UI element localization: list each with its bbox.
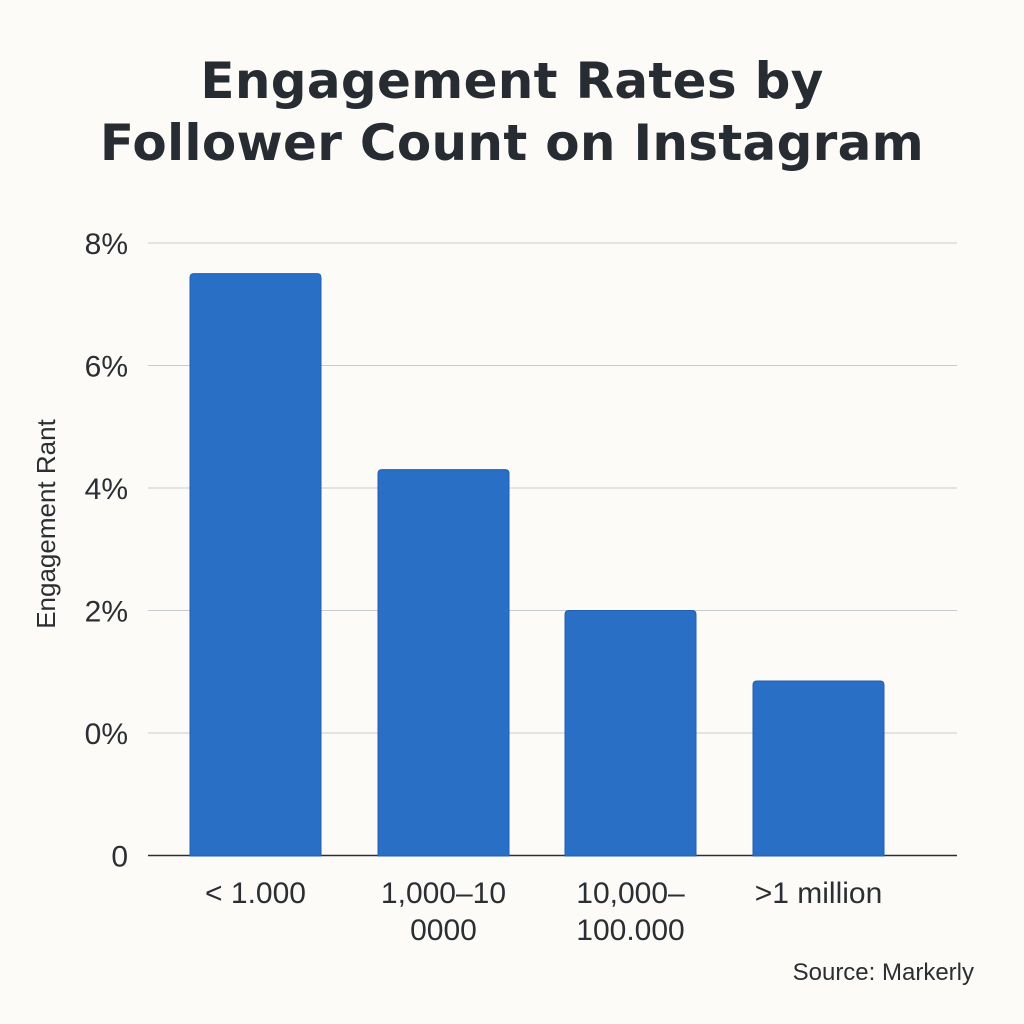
y-tick-label: 6% bbox=[85, 351, 128, 384]
x-tick-label: < 1.000 bbox=[205, 877, 306, 910]
x-tick-label-line: < 1.000 bbox=[205, 877, 306, 910]
chart-title-line-1: Engagement Rates by bbox=[200, 52, 824, 110]
x-tick-label-line: 100.000 bbox=[576, 914, 684, 947]
bar bbox=[189, 273, 322, 857]
x-tick-label: 1,000–10 0000 bbox=[381, 877, 506, 947]
y-tick-label: 0% bbox=[85, 718, 128, 751]
y-tick-labels: 8% 6% 4% 2% 0% 0 bbox=[85, 228, 128, 874]
x-tick-label: >1 million bbox=[755, 877, 883, 910]
x-tick-label-line: 1,000–10 bbox=[381, 877, 506, 910]
x-tick-label-line: 0000 bbox=[410, 914, 477, 947]
y-tick-label: 8% bbox=[85, 228, 128, 261]
bar bbox=[564, 610, 697, 857]
bar bbox=[752, 680, 885, 857]
bars bbox=[189, 273, 885, 857]
y-tick-label: 2% bbox=[85, 596, 128, 629]
x-tick-labels: < 1.000 1,000–10 0000 10,000– 100.000 >1 mill… bbox=[205, 877, 882, 947]
chart-title-line-2: Follower Count on Instagram bbox=[99, 114, 925, 172]
y-tick-label: 0 bbox=[111, 841, 128, 874]
y-axis-label: Engagement Rant bbox=[31, 418, 61, 628]
x-tick-label-line: 10,000– bbox=[576, 877, 685, 910]
bar bbox=[377, 469, 510, 857]
source-note: Source: Markerly bbox=[792, 959, 974, 986]
y-tick-label: 4% bbox=[85, 473, 128, 506]
x-tick-label: 10,000– 100.000 bbox=[576, 877, 685, 947]
x-tick-label-line: >1 million bbox=[755, 877, 883, 910]
chart-title: Engagement Rates by Follower Count on In… bbox=[0, 50, 1024, 174]
